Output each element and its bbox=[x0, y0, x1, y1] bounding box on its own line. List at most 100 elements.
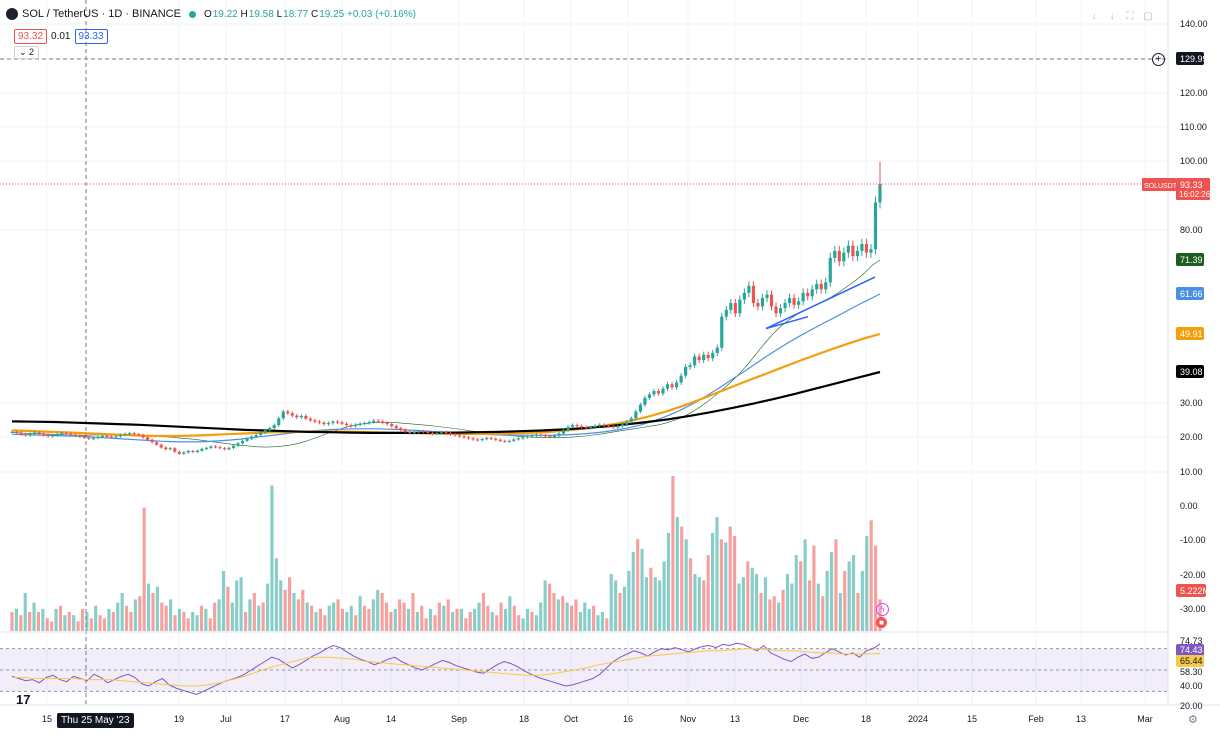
volume-bar bbox=[169, 599, 173, 631]
indicator-collapse-button[interactable]: ⌄ 2 bbox=[14, 46, 40, 59]
volume-bar bbox=[248, 599, 252, 631]
candle-body bbox=[164, 447, 168, 450]
candle-body bbox=[277, 418, 281, 426]
tradingview-logo-icon[interactable]: 17 bbox=[16, 692, 31, 707]
price-tick-label: 30.00 bbox=[1180, 398, 1203, 408]
candle-body bbox=[652, 391, 656, 395]
rsi-tick-label: 40.00 bbox=[1180, 681, 1203, 691]
candle-body bbox=[724, 309, 728, 317]
snapshot-icon[interactable]: ▢ bbox=[1143, 11, 1153, 22]
volume-bar bbox=[583, 602, 587, 631]
candle-body bbox=[114, 436, 118, 438]
candle-body bbox=[643, 397, 647, 405]
ma-value-label-bg bbox=[1176, 287, 1204, 300]
candle-body bbox=[697, 356, 701, 360]
candle-body bbox=[236, 443, 240, 446]
ma-value-label: 61.66 bbox=[1180, 289, 1203, 299]
candle-body bbox=[656, 391, 661, 394]
candle-body bbox=[489, 438, 493, 440]
candle-body bbox=[250, 436, 254, 439]
volume-bar bbox=[525, 608, 530, 631]
volume-bar bbox=[834, 539, 838, 631]
candle-body bbox=[87, 437, 91, 439]
volume-bar bbox=[283, 589, 287, 631]
candle-body bbox=[733, 303, 737, 314]
volume-bar bbox=[777, 602, 781, 631]
volume-bar bbox=[772, 596, 776, 631]
candle-body bbox=[498, 439, 502, 441]
candle-body bbox=[146, 437, 150, 440]
crosshair: 129.99 bbox=[0, 0, 1208, 705]
volume-bar bbox=[186, 618, 190, 631]
download-icon[interactable]: ↓ bbox=[1091, 11, 1097, 22]
candle-body bbox=[575, 425, 579, 427]
flag-icon[interactable]: ■ bbox=[876, 617, 887, 628]
candle-body bbox=[254, 434, 258, 437]
volume-bar bbox=[684, 539, 688, 631]
candle-body bbox=[625, 421, 629, 425]
candle-body bbox=[873, 202, 878, 250]
flash-icon[interactable]: ϟ bbox=[876, 603, 889, 616]
rsi-ma-label: 65.44 bbox=[1180, 656, 1203, 666]
crosshair-price-label: 129.99 bbox=[1180, 54, 1208, 64]
volume-bar bbox=[173, 615, 177, 631]
time-tick-label: Feb bbox=[1028, 714, 1044, 724]
candle-body bbox=[688, 365, 692, 368]
fullscreen-icon[interactable]: ⛶ bbox=[1126, 11, 1134, 22]
candle-body bbox=[14, 431, 19, 433]
volume-bar bbox=[429, 608, 433, 631]
add-alert-plus-icon[interactable]: + bbox=[1152, 53, 1165, 66]
volume-bar bbox=[455, 608, 459, 631]
candle-body bbox=[268, 428, 272, 431]
candle-body bbox=[367, 422, 371, 424]
volume-bar bbox=[812, 545, 816, 631]
rsi-line bbox=[11, 642, 881, 696]
candle-body bbox=[155, 442, 159, 445]
volume-bar bbox=[323, 615, 327, 631]
candle-body bbox=[457, 435, 462, 437]
volume-bar bbox=[499, 602, 503, 631]
volume-bar bbox=[437, 602, 441, 631]
time-tick-label: 2024 bbox=[908, 714, 928, 724]
candle-body bbox=[462, 436, 466, 438]
volume-bar bbox=[495, 615, 499, 631]
time-tick-label: 18 bbox=[519, 714, 529, 724]
candle-body bbox=[322, 422, 326, 425]
candle-body bbox=[64, 432, 68, 434]
candle-body bbox=[173, 448, 177, 452]
candle-body bbox=[828, 257, 832, 283]
volume-bar bbox=[235, 580, 239, 631]
volume-bar bbox=[296, 599, 300, 631]
volume-bar bbox=[653, 577, 657, 631]
candle-body bbox=[23, 434, 28, 436]
candle-body bbox=[611, 426, 615, 428]
volume-bar bbox=[336, 599, 340, 631]
volume-bar bbox=[67, 612, 71, 631]
candle-body bbox=[439, 432, 444, 434]
volume-bar bbox=[230, 602, 234, 631]
candle-body bbox=[132, 433, 136, 435]
candle-body bbox=[580, 426, 584, 428]
volume-tick-label: -30.00 bbox=[1180, 604, 1206, 614]
alert-icon[interactable]: ↓ bbox=[1109, 11, 1115, 22]
candle-body bbox=[480, 439, 484, 441]
sell-button[interactable]: 93.32 bbox=[14, 29, 48, 44]
candle-body bbox=[620, 424, 624, 427]
time-tick-label: 19 bbox=[174, 714, 184, 724]
candle-body bbox=[598, 424, 602, 426]
volume-bar bbox=[54, 608, 58, 631]
candle-body bbox=[46, 434, 50, 437]
volume-bar bbox=[129, 612, 133, 631]
volume-bar bbox=[411, 593, 415, 631]
volume-bar bbox=[50, 621, 54, 631]
symbol-title[interactable]: SOL / TetherUS · 1D · BINANCE bbox=[22, 8, 181, 20]
candle-body bbox=[317, 421, 321, 423]
buy-button[interactable]: 93.33 bbox=[74, 29, 108, 44]
candle-body bbox=[476, 439, 480, 441]
volume-bar bbox=[710, 532, 715, 631]
volume-bar bbox=[614, 580, 618, 631]
candle-body bbox=[647, 394, 652, 398]
volume-bar bbox=[869, 520, 873, 631]
settings-gear-icon[interactable]: ⚙ bbox=[1188, 714, 1198, 726]
